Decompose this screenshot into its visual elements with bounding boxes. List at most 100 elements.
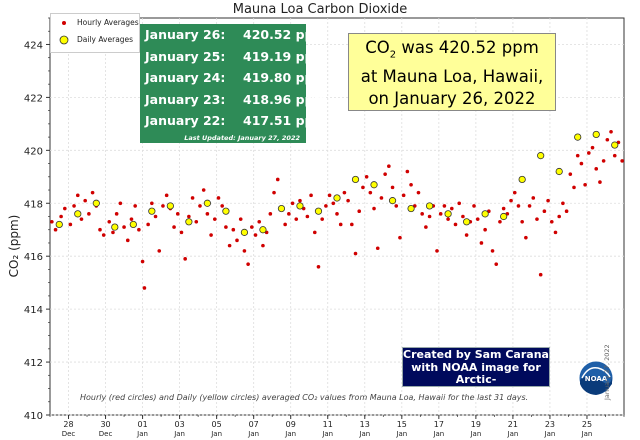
daily-point xyxy=(518,175,526,184)
x-tick-month: Jan xyxy=(358,430,370,438)
x-tick-month: Dec xyxy=(99,430,113,438)
hourly-point xyxy=(179,230,184,235)
hourly-point xyxy=(164,193,169,198)
x-tick-day: 25 xyxy=(582,420,592,429)
hourly-point xyxy=(346,198,350,203)
x-tick-day: 19 xyxy=(471,420,481,429)
hourly-point xyxy=(194,219,199,224)
daily-point xyxy=(592,130,600,139)
hourly-point xyxy=(583,182,587,187)
hourly-point xyxy=(553,230,558,235)
hourly-point xyxy=(401,193,406,198)
hourly-point xyxy=(416,190,421,195)
hourly-point xyxy=(353,251,358,256)
hourly-point xyxy=(253,233,258,237)
x-tick-month: Jan xyxy=(173,430,185,438)
daily-point xyxy=(333,194,341,202)
y-axis-label: CO₂ (ppm) xyxy=(7,215,21,278)
hourly-point xyxy=(50,219,54,224)
x-tick-month: Jan xyxy=(469,430,481,438)
hourly-point xyxy=(209,233,213,237)
daily-point xyxy=(166,202,174,210)
y-tick-label: 410 xyxy=(24,411,43,422)
hourly-point xyxy=(383,172,387,176)
hourly-point xyxy=(420,212,424,216)
footnote: Hourly (red circles) and Daily (yellow c… xyxy=(80,393,529,402)
hourly-point xyxy=(183,257,187,261)
hourly-point xyxy=(387,164,391,169)
daily-point xyxy=(296,202,304,210)
hourly-point xyxy=(53,227,58,232)
hourly-point xyxy=(90,190,95,195)
latest-row: January 23: 418.96 ppm xyxy=(145,91,327,107)
hourly-point xyxy=(98,227,102,232)
hourly-point xyxy=(324,204,328,208)
hourly-point xyxy=(283,222,287,227)
hourly-point xyxy=(261,243,265,248)
hourly-point xyxy=(238,217,243,221)
daily-point xyxy=(370,181,378,189)
hourly-point xyxy=(405,169,410,174)
daily-point xyxy=(277,204,286,213)
hourly-point xyxy=(246,262,250,266)
x-tick-day: 28 xyxy=(63,420,73,429)
hourly-point xyxy=(129,217,134,221)
x-tick-day: 09 xyxy=(286,420,296,429)
daily-point xyxy=(111,223,119,231)
hourly-point xyxy=(375,246,380,251)
daily-point xyxy=(481,210,489,218)
hourly-point xyxy=(63,206,67,211)
hourly-point xyxy=(453,222,458,227)
daily-point xyxy=(500,212,508,221)
hourly-point xyxy=(175,212,180,216)
hourly-point xyxy=(457,201,462,206)
hourly-point xyxy=(494,262,499,266)
hourly-point xyxy=(268,212,273,216)
daily-point xyxy=(425,202,434,210)
x-tick-day: 11 xyxy=(323,420,333,429)
hourly-point xyxy=(107,219,112,224)
hourly-point xyxy=(450,206,454,211)
hourly-point xyxy=(446,217,450,221)
hourly-point xyxy=(198,204,202,208)
x-tick-month: Jan xyxy=(321,430,333,438)
y-tick-label: 416 xyxy=(24,252,43,263)
x-tick-month: Jan xyxy=(210,430,222,438)
hourly-point xyxy=(461,214,465,219)
hourly-point xyxy=(564,209,569,214)
hourly-point xyxy=(575,153,580,158)
daily-point xyxy=(240,228,249,236)
headline-callout: CO2 was 420.52 ppm at Mauna Loa, Hawaii,… xyxy=(348,33,556,111)
hourly-point xyxy=(72,204,76,208)
y-tick-label: 422 xyxy=(24,93,43,104)
hourly-point xyxy=(538,272,543,277)
callout-line3: on January 26, 2022 xyxy=(368,89,536,109)
hourly-point xyxy=(542,209,547,214)
x-tick-day: 15 xyxy=(397,420,407,429)
hourly-point xyxy=(305,214,310,219)
hourly-point xyxy=(114,212,119,216)
daily-point xyxy=(611,141,619,149)
hourly-point xyxy=(140,259,145,264)
x-tick-month: Dec xyxy=(62,430,76,438)
hourly-point xyxy=(227,243,232,248)
latest-values-panel: January 26: 420.52 ppm January 25: 419.19 … xyxy=(140,24,327,143)
x-axis: 28Dec30Dec01Jan03Jan05Jan07Jan09Jan11Jan… xyxy=(49,415,625,438)
credit-box: Created by Sam Carana with NOAA image fo… xyxy=(402,347,550,399)
hourly-point xyxy=(287,212,291,216)
hourly-point xyxy=(146,222,150,227)
legend: Hourly Averages Daily Averages xyxy=(50,13,140,53)
daily-point xyxy=(537,152,545,160)
hourly-point xyxy=(142,286,147,290)
hourly-point xyxy=(75,193,80,198)
x-tick-month: Jan xyxy=(581,430,593,438)
hourly-point xyxy=(524,235,528,240)
hourly-point xyxy=(242,249,247,253)
x-tick-month: Jan xyxy=(544,430,556,438)
hourly-point xyxy=(601,159,606,163)
last-updated-text: Last Updated: January 27, 2022 xyxy=(184,133,300,142)
noaa-logo-icon: NOAA xyxy=(578,360,614,396)
hourly-point xyxy=(298,198,302,203)
hourly-point xyxy=(579,161,584,166)
hourly-point xyxy=(364,175,369,179)
